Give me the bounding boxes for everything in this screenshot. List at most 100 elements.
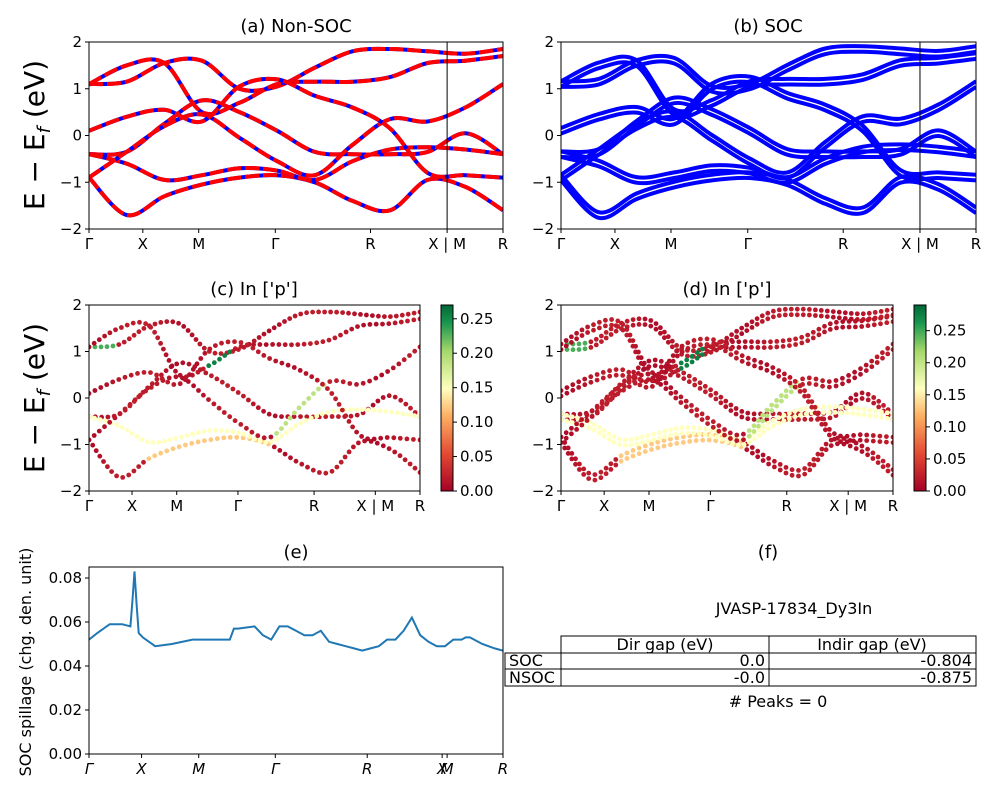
proj-d-point <box>821 404 826 410</box>
proj-d-point <box>569 431 574 437</box>
proj-d-point <box>832 410 838 415</box>
panel-a-xtick-label: Γ <box>85 235 94 253</box>
proj-c-point <box>112 415 118 421</box>
proj-c-point <box>114 473 119 479</box>
proj-d-point <box>586 425 592 431</box>
proj-d-point <box>827 432 832 438</box>
proj-d-point <box>569 340 574 345</box>
proj-c-point <box>91 340 97 346</box>
proj-d-point <box>573 456 578 462</box>
proj-d-point <box>630 322 636 328</box>
proj-d-point <box>749 339 754 345</box>
proj-d-point <box>756 427 762 433</box>
panel-a-ytick-label: 2 <box>72 33 82 51</box>
proj-d-point <box>683 398 689 404</box>
proj-d-point <box>613 372 619 378</box>
proj-c-point <box>93 448 99 454</box>
proj-c-point <box>126 472 132 478</box>
proj-c-point <box>152 329 158 335</box>
proj-d-point <box>818 308 824 313</box>
proj-d-point <box>761 424 766 429</box>
proj-d-point <box>600 375 606 381</box>
proj-d-point <box>659 374 665 380</box>
proj-c-point <box>109 469 114 474</box>
proj-c-point <box>292 313 298 319</box>
proj-d-point <box>678 400 684 405</box>
proj-d-point <box>569 420 575 425</box>
proj-d-point <box>700 437 706 443</box>
proj-d-point <box>792 408 798 414</box>
proj-d-point <box>756 433 762 438</box>
panel-d-title: (d) In ['p'] <box>683 279 772 300</box>
proj-d-point <box>564 385 570 390</box>
proj-d-point <box>673 426 679 431</box>
proj-d-point <box>667 358 672 364</box>
proj-c-point <box>247 434 252 439</box>
proj-c-point <box>283 421 289 426</box>
proj-d-point <box>708 433 714 438</box>
proj-c-point <box>385 369 390 374</box>
proj-c-point <box>164 319 170 324</box>
proj-c-point <box>365 407 371 413</box>
proj-c-point <box>399 312 405 318</box>
proj-c-point <box>340 310 345 315</box>
proj-d-point <box>800 306 806 312</box>
proj-d-point <box>819 452 825 457</box>
proj-d-point <box>866 310 872 316</box>
proj-d-point <box>827 427 832 432</box>
proj-c-point <box>407 461 413 467</box>
proj-d-point <box>800 312 806 318</box>
proj-c-point <box>195 369 201 375</box>
gap-table: Dir gap (eV) Indir gap (eV) SOC 0.0 -0.8… <box>504 635 977 687</box>
proj-d-point <box>747 439 752 445</box>
proj-d-point <box>592 472 598 477</box>
proj-c-point <box>314 377 320 383</box>
proj-d-point <box>853 446 859 451</box>
proj-d-point <box>613 328 619 334</box>
proj-c-point <box>180 360 186 366</box>
proj-d-point <box>844 433 850 439</box>
proj-d-point <box>609 322 614 328</box>
proj-d-point <box>591 327 596 333</box>
proj-c-point <box>136 464 142 469</box>
proj-d-point <box>857 437 863 443</box>
proj-d-point <box>561 434 564 440</box>
proj-c-point <box>331 408 336 414</box>
proj-d-point <box>877 433 883 439</box>
proj-c-point <box>293 423 299 429</box>
proj-d-point <box>693 438 699 443</box>
proj-d-point <box>796 468 801 473</box>
proj-d-point <box>679 343 685 349</box>
proj-d-point <box>713 390 719 396</box>
proj-d-point <box>723 342 728 348</box>
proj-d-point <box>694 407 700 413</box>
proj-d-point <box>759 319 765 324</box>
proj-c-point <box>143 321 149 327</box>
panel-a-xtick-label: Γ <box>271 235 280 253</box>
proj-d-point <box>735 442 741 448</box>
proj-d-point <box>561 388 564 393</box>
proj-d-point <box>787 416 792 422</box>
proj-d-point <box>655 380 660 385</box>
proj-c-point <box>102 333 107 339</box>
proj-d-point <box>824 314 830 319</box>
proj-d-point <box>634 441 640 447</box>
proj-d-point <box>658 358 664 364</box>
proj-c-point <box>201 392 206 398</box>
proj-d-point <box>877 439 883 444</box>
proj-d-point <box>797 383 803 389</box>
proj-d-point <box>830 309 836 314</box>
proj-d-point <box>853 318 858 324</box>
proj-c-point <box>186 361 192 367</box>
colorbar-tick-label: 0.20 <box>933 354 966 372</box>
proj-d-point <box>606 431 612 437</box>
proj-d-point <box>736 339 742 345</box>
proj-c-point <box>392 449 398 455</box>
proj-c-point <box>197 341 203 347</box>
proj-d-point <box>561 341 564 347</box>
proj-d-point <box>710 419 716 425</box>
proj-d-point <box>576 379 582 385</box>
proj-c-point <box>379 372 385 378</box>
proj-c-point <box>412 348 418 354</box>
proj-c-point <box>116 377 122 382</box>
